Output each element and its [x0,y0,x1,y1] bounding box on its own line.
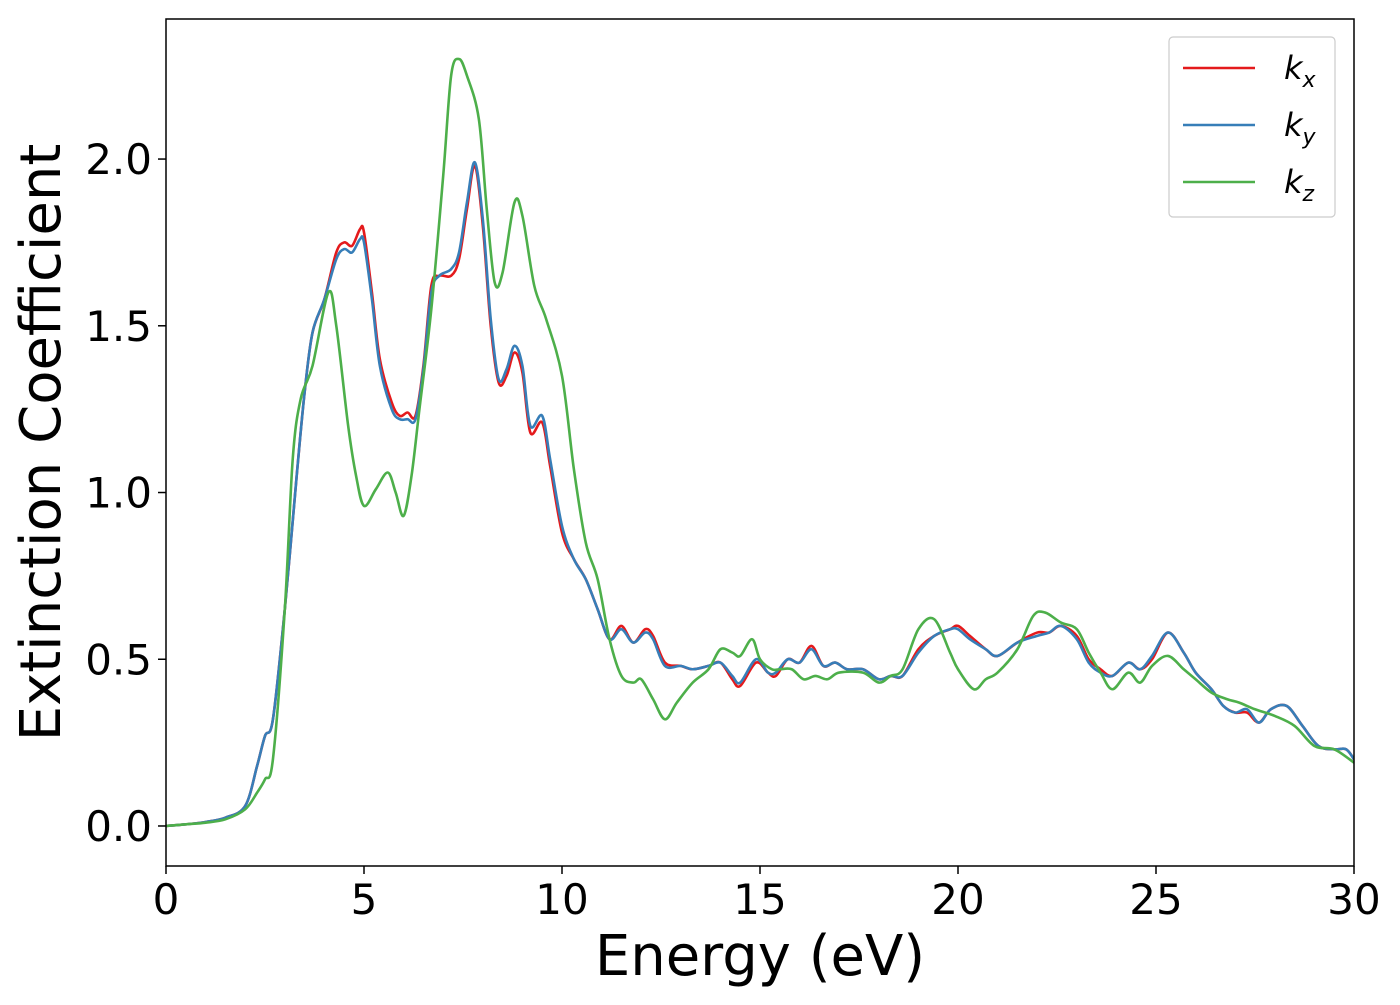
x-tick-label: 10 [535,875,588,924]
y-tick-label: 1.5 [85,302,152,351]
series-line-k-x [166,164,1354,828]
x-tick-label: 30 [1327,875,1380,924]
x-tick-label: 0 [153,875,180,924]
y-axis-title: Extinction Coefficient [9,144,74,742]
legend-label-base: k [1284,49,1304,87]
x-axis-ticks: 0 5 10 15 20 25 30 [153,866,1381,924]
y-tick-label: 0.0 [85,802,152,851]
legend-label-base: k [1284,163,1304,201]
legend-label-base: k [1284,106,1304,144]
legend-box [1168,36,1336,218]
x-axis-title: Energy (eV) [595,924,925,989]
x-tick-label: 20 [931,875,984,924]
y-tick-label: 0.5 [85,635,152,684]
legend-label: kz [1284,163,1315,207]
y-tick-label: 1.0 [85,469,152,518]
series-line-k-y [166,161,1354,828]
legend-label-subscript: y [1302,125,1317,150]
legend-label-subscript: x [1302,68,1317,93]
legend-label: ky [1284,106,1317,150]
x-tick-label: 15 [733,875,786,924]
y-axis-ticks: 0.0 0.5 1.0 1.5 2.0 [85,135,166,851]
x-tick-label: 5 [351,875,378,924]
legend-label-subscript: z [1302,182,1315,207]
y-tick-label: 2.0 [85,135,152,184]
x-tick-label: 25 [1129,875,1182,924]
series-line-k-z [166,57,1354,828]
legend-label: kx [1284,49,1317,93]
series-layer [166,57,1354,828]
